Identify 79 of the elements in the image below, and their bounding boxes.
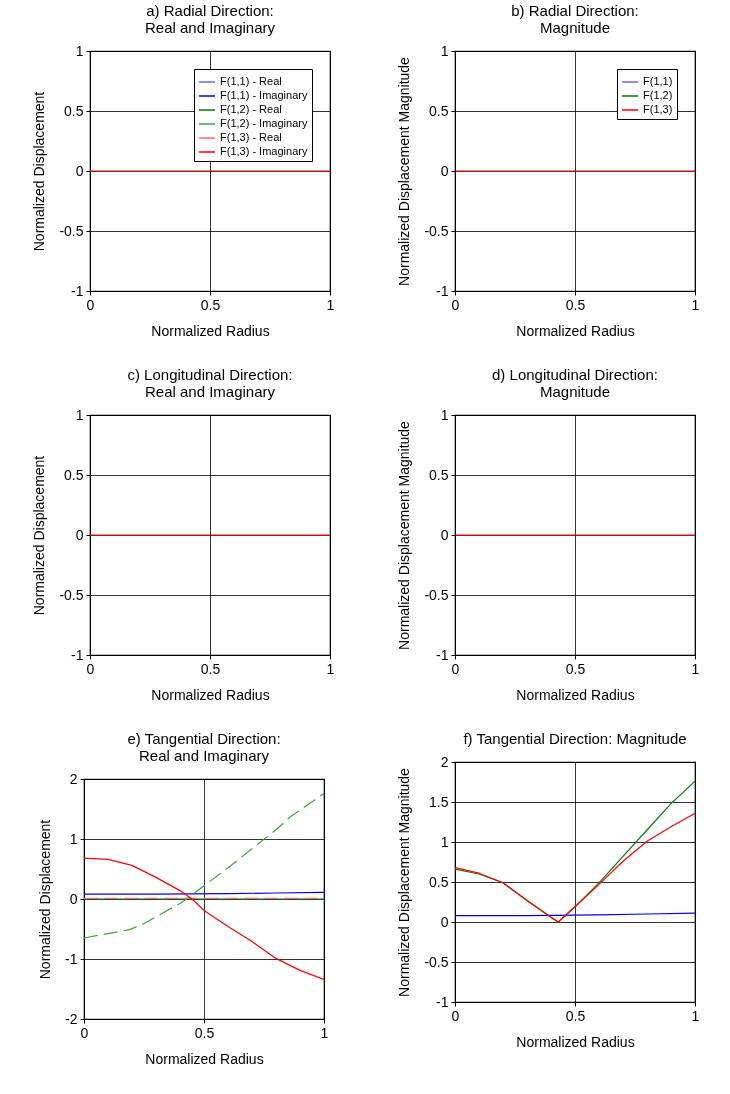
x-axis-title: Normalized Radius xyxy=(150,686,270,703)
y-tick-label: 2 xyxy=(440,753,449,770)
y-axis-title: Normalized Displacement Magnitude xyxy=(395,767,412,997)
y-tick-label: 0.5 xyxy=(63,466,84,483)
y-tick-label: -1 xyxy=(435,282,449,299)
chart-title: d) Longitudinal Direction: Magnitude xyxy=(491,366,658,400)
y-tick-label: -0.5 xyxy=(423,586,449,603)
y-tick-label: 1 xyxy=(440,42,449,59)
y-axis-title: Normalized Displacement Magnitude xyxy=(395,56,412,286)
legend-label: F(1,3) - Real xyxy=(219,131,282,143)
x-tick-label: 0 xyxy=(451,296,460,313)
chart-title: a) Radial Direction: Real and Imaginary xyxy=(144,2,276,36)
legend-label: F(1,1) xyxy=(642,75,672,87)
legend-label: F(1,2) - Real xyxy=(219,103,282,115)
y-tick-label: -0.5 xyxy=(423,222,449,239)
y-tick-label: -2 xyxy=(64,1010,78,1027)
y-tick-label: -1 xyxy=(70,282,84,299)
x-tick-label: 0.5 xyxy=(565,660,585,677)
chart-title: b) Radial Direction: Magnitude xyxy=(510,2,639,36)
x-tick-label: 1 xyxy=(691,1007,700,1024)
legend-label: F(1,1) - Imaginary xyxy=(219,89,308,101)
y-tick-label: 0 xyxy=(440,162,449,179)
y-axis-title: Normalized Displacement xyxy=(36,819,53,980)
y-tick-label: 1.5 xyxy=(428,793,449,810)
x-tick-label: 1 xyxy=(326,660,335,677)
line-series xyxy=(454,812,695,923)
y-tick-label: -1 xyxy=(435,993,449,1010)
y-tick-label: 1 xyxy=(75,42,84,59)
x-tick-label: 0.5 xyxy=(200,296,220,313)
x-tick-label: 0 xyxy=(451,1007,460,1024)
x-tick-label: 0.5 xyxy=(200,660,220,677)
y-axis-title: Normalized Displacement Magnitude xyxy=(395,420,412,650)
y-tick-label: 0 xyxy=(75,162,84,179)
x-tick-label: 1 xyxy=(691,296,700,313)
x-tick-label: 0.5 xyxy=(565,1007,585,1024)
x-tick-label: 1 xyxy=(320,1024,329,1041)
line-series xyxy=(83,792,324,939)
y-tick-label: 0.5 xyxy=(63,102,84,119)
y-tick-label: -1 xyxy=(435,646,449,663)
line-series xyxy=(83,857,324,980)
x-axis-title: Normalized Radius xyxy=(150,322,270,339)
legend-label: F(1,2) - Imaginary xyxy=(219,117,308,129)
y-tick-label: 2 xyxy=(69,770,78,787)
legend-label: F(1,3) xyxy=(642,103,672,115)
chart-title: f) Tangential Direction: Magnitude xyxy=(462,730,687,747)
x-axis-title: Normalized Radius xyxy=(515,322,635,339)
x-tick-label: 0 xyxy=(451,660,460,677)
chart-title: c) Longitudinal Direction: Real and Imaginary xyxy=(126,366,293,400)
y-tick-label: 0 xyxy=(440,913,449,930)
y-tick-label: 1 xyxy=(440,406,449,423)
y-tick-label: -1 xyxy=(70,646,84,663)
x-tick-label: 0 xyxy=(86,660,95,677)
y-axis-title: Normalized Displacement xyxy=(30,455,47,616)
y-tick-label: 0 xyxy=(75,526,84,543)
y-tick-label: 0 xyxy=(69,890,78,907)
y-tick-label: 0.5 xyxy=(428,102,449,119)
y-tick-label: 0.5 xyxy=(428,466,449,483)
x-tick-label: 1 xyxy=(326,296,335,313)
y-tick-label: -0.5 xyxy=(423,953,449,970)
legend-label: F(1,2) xyxy=(642,89,672,101)
legend-label: F(1,3) - Imaginary xyxy=(219,145,308,157)
y-tick-label: -0.5 xyxy=(58,222,84,239)
x-axis-title: Normalized Radius xyxy=(515,1033,635,1050)
x-axis-title: Normalized Radius xyxy=(144,1050,264,1067)
y-tick-label: 0.5 xyxy=(428,873,449,890)
y-tick-label: -0.5 xyxy=(58,586,84,603)
y-tick-label: 1 xyxy=(75,406,84,423)
y-tick-label: -1 xyxy=(64,950,78,967)
y-tick-label: 1 xyxy=(69,830,78,847)
y-tick-label: 1 xyxy=(440,833,449,850)
x-tick-label: 0.5 xyxy=(565,296,585,313)
y-tick-label: 0 xyxy=(440,526,449,543)
chart-title: e) Tangential Direction: Real and Imaginary xyxy=(126,730,281,764)
x-tick-label: 0.5 xyxy=(194,1024,214,1041)
x-tick-label: 0 xyxy=(86,296,95,313)
legend-label: F(1,1) - Real xyxy=(219,75,282,87)
y-axis-title: Normalized Displacement xyxy=(30,91,47,252)
x-tick-label: 1 xyxy=(691,660,700,677)
x-axis-title: Normalized Radius xyxy=(515,686,635,703)
